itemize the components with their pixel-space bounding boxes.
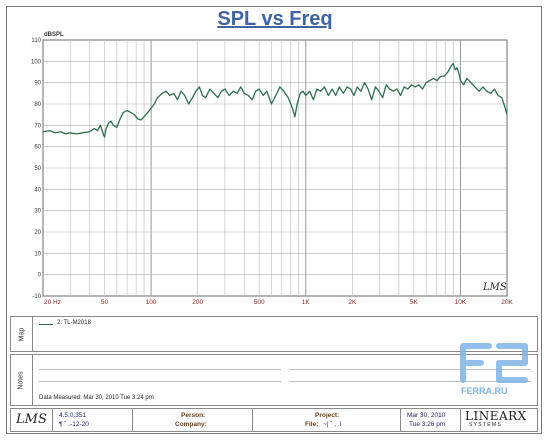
notes-label-box: Notes xyxy=(11,355,33,405)
map-label-box: Map xyxy=(11,317,33,351)
x-tick-label: 1K xyxy=(302,299,311,306)
y-tick-label: 20 xyxy=(34,230,41,236)
notes-line xyxy=(39,381,281,382)
map-panel: Map 2: TL-M2018 xyxy=(10,316,538,352)
y-tick-label: 40 xyxy=(34,187,41,193)
map-label: Map xyxy=(18,327,25,341)
lms-chart-logo: LMS xyxy=(482,282,507,293)
y-tick-label: -10 xyxy=(32,294,41,300)
series-group xyxy=(42,62,508,138)
y-tick-label: 0 xyxy=(38,273,42,279)
footer-project-cell: Project: File: ~| ˇ , .I xyxy=(253,409,401,431)
lms-logo: LMS xyxy=(16,412,47,427)
footer-date-cell: Mar 30, 2010 Tue 3:26 pm xyxy=(401,409,461,431)
x-tick-label: 100 xyxy=(146,299,157,306)
series-line xyxy=(42,62,508,138)
x-tick-label: 500 xyxy=(254,299,265,306)
y-ticks: -10 0 10 20 30 40 50 60 70 80 90 100 110 xyxy=(31,38,42,300)
y-tick-label: 100 xyxy=(31,59,42,65)
version-sub: ¶ ˇ .-12-20 xyxy=(59,421,89,428)
y-tick-label: 110 xyxy=(31,38,41,44)
y-tick-label: 30 xyxy=(34,209,41,215)
version: 4.5.0.351 xyxy=(59,412,87,419)
file-value: ~| ˇ , .I xyxy=(323,421,342,428)
chart-title: SPL vs Freq xyxy=(217,8,333,30)
notes-line xyxy=(39,369,281,370)
legend-entry: 2: TL-M2018 xyxy=(57,320,91,326)
footer-date: Mar 30, 2010 xyxy=(407,412,446,419)
x-tick-label: 50 xyxy=(101,299,109,306)
x-tick-label: 5K xyxy=(410,299,419,306)
notes-line xyxy=(289,369,531,370)
y-tick-label: 70 xyxy=(34,123,41,129)
ferra-watermark: FERRA.RU xyxy=(460,343,528,396)
company-label: Company: xyxy=(175,421,207,428)
footer-time: Tue 3:26 pm xyxy=(409,421,446,428)
x-tick-label: 20K xyxy=(501,299,513,306)
person-label: Person: xyxy=(181,412,206,419)
footer-logo-cell: LMS xyxy=(11,409,53,431)
footer-version-cell: 4.5.0.351 ¶ ˇ .-12-20 xyxy=(53,409,133,431)
watermark-text: FERRA.RU xyxy=(461,386,508,396)
x-tick-label: 20 Hz xyxy=(44,299,61,306)
footer-bar: LMS 4.5.0.351 ¶ ˇ .-12-20 Person: Compan… xyxy=(10,408,538,432)
data-measured: Data Measured: Mar 30, 2010 Tue 3:24 pm xyxy=(39,395,154,401)
notes-line xyxy=(289,381,531,382)
legend-swatch xyxy=(39,324,53,325)
grid xyxy=(43,40,507,296)
footer-person-cell: Person: Company: xyxy=(133,409,253,431)
notes-panel: Notes Data Measured: Mar 30, 2010 Tue 3:… xyxy=(10,354,538,406)
y-tick-label: 50 xyxy=(34,166,41,172)
y-tick-label: 60 xyxy=(34,145,41,151)
file-label: File: xyxy=(305,421,319,428)
y-axis-label: dBSPL xyxy=(44,32,64,38)
linearx-logo: LINEARX xyxy=(465,409,527,423)
project-label: Project: xyxy=(315,412,340,419)
x-tick-label: 10K xyxy=(455,299,467,306)
y-tick-label: 10 xyxy=(34,251,41,257)
x-ticks: 20 Hz 50 100 200 500 1K 2K 5K 10K 20K xyxy=(44,299,513,306)
linearx-sub: S Y S T E M S xyxy=(469,422,501,428)
x-tick-label: 200 xyxy=(192,299,203,306)
notes-label: Notes xyxy=(17,370,25,390)
y-tick-label: 80 xyxy=(34,102,41,108)
x-tick-label: 2K xyxy=(348,299,357,306)
y-tick-label: 90 xyxy=(34,81,41,87)
